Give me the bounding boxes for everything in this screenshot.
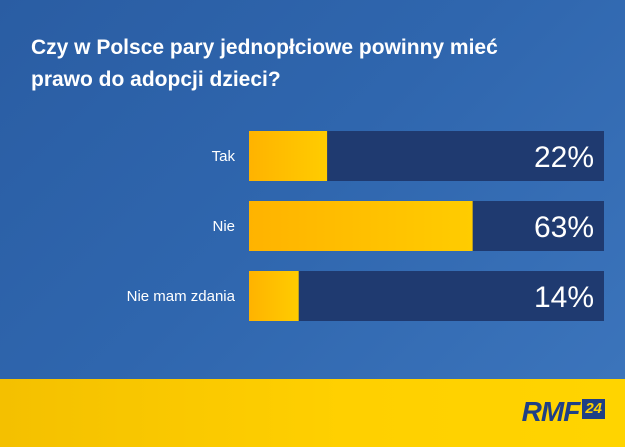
bar-chart: Tak 22% Nie 63% Nie mam zdania 14%: [127, 131, 604, 321]
category-label-2: Nie mam zdania: [127, 288, 236, 305]
rmf24-logo: RMF 24: [522, 398, 605, 426]
chart-title: Czy w Polsce pary jednopłciowe powinny m…: [31, 32, 611, 96]
chart-title-line-2: prawo do adopcji dzieci?: [31, 68, 281, 91]
bar-1: [249, 201, 473, 251]
bar-2: [249, 271, 299, 321]
value-label-2: 14%: [534, 281, 594, 314]
value-label-1: 63%: [534, 211, 594, 244]
footer-band: RMF 24: [0, 379, 625, 447]
value-label-0: 22%: [534, 141, 594, 174]
logo-badge: 24: [582, 399, 605, 419]
category-label-1: Nie: [212, 218, 235, 235]
bar-track-2: [249, 271, 604, 321]
category-label-0: Tak: [212, 148, 236, 165]
bar-0: [249, 131, 328, 181]
logo-text: RMF: [521, 396, 581, 427]
chart-title-line-1: Czy w Polsce pary jednopłciowe powinny m…: [31, 36, 498, 59]
